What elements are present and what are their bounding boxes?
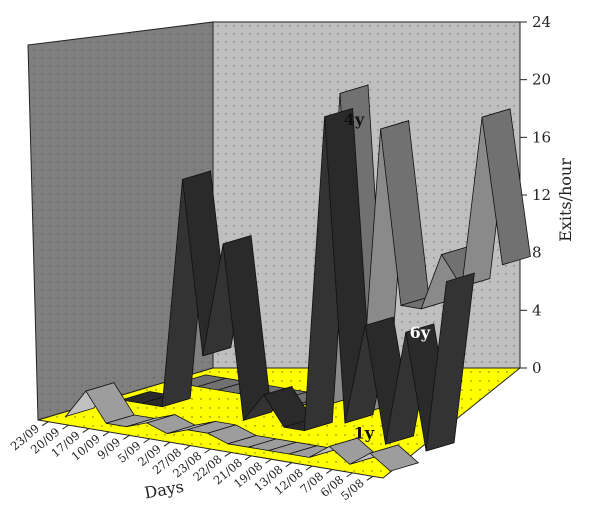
series-ribbon-1y [64,382,420,472]
x-tick-mark [41,421,49,427]
y-axis-title: Exits/hour [556,158,575,242]
series-ribbons [64,84,531,472]
y-tick-label: 20 [532,71,551,89]
y-tick-label: 24 [532,13,551,31]
ribbon-segment-1y [369,444,420,472]
left-wall-dots [28,22,213,420]
ribbon-segment-4y [481,108,531,266]
y-tick-label: 8 [532,244,542,262]
x-tick-mark [163,441,171,447]
x-tick-mark [265,458,272,464]
series-label-4y: 4y [344,110,365,129]
x-tick-mark [305,465,313,471]
x-tick-mark [102,431,110,437]
y-tick-label: 16 [532,128,551,146]
ribbon-segment-6y [425,272,475,452]
x-tick-mark [366,475,374,481]
x-tick-mark [183,445,191,451]
x-axis-title: Days [143,477,185,503]
x-tick-mark [325,469,333,474]
series-label-1y: 1y [354,424,375,443]
x-tick-mark [123,434,130,440]
y-axis: 0 4 8 12 16 20 24 [519,13,551,377]
x-tick-mark [204,448,211,454]
x-tick-mark [62,424,69,430]
series-ribbon-6y [121,107,475,452]
series-labels: 1y 6y 4y [344,110,431,442]
x-tick-mark [346,472,353,478]
x-tick-mark [143,438,150,444]
x-tick-mark [224,451,232,457]
y-tick-label: 4 [532,301,542,319]
x-tick-mark [285,462,292,468]
y-tick-label: 0 [532,359,542,377]
x-tick-mark [244,455,252,461]
series-label-6y: 6y [410,323,431,342]
y-tick-label: 12 [532,186,551,204]
x-tick-mark [82,428,90,433]
